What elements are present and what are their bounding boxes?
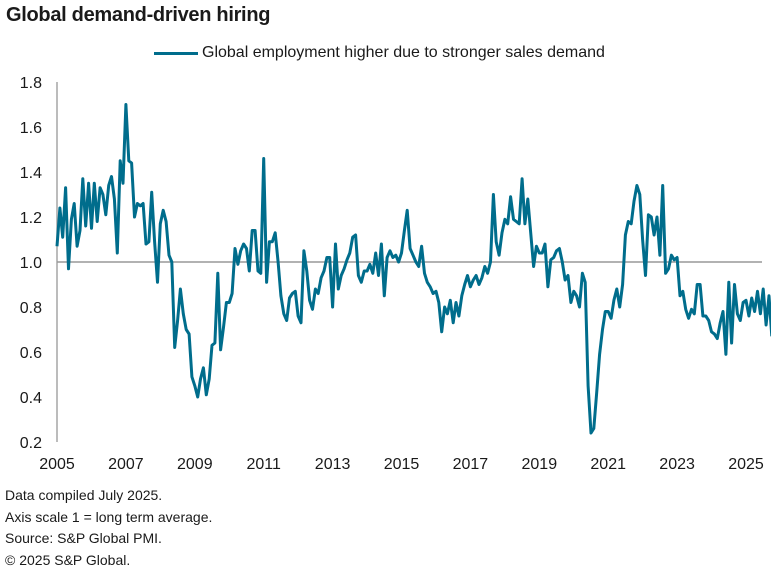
x-tick-label: 2019 [522,456,558,470]
x-axis-ticks: 2005 2007 2009 2011 2013 2015 2017 2019 2021 2023… [39,456,764,470]
y-tick-label: 0.4 [20,390,42,407]
x-tick-label: 2005 [39,456,75,470]
y-tick-label: 1.8 [20,75,42,92]
x-tick-label: 2025 [728,456,764,470]
chart-title: Global demand-driven hiring [6,4,271,26]
x-tick-label: 2015 [384,456,420,470]
series-line-global-employment [55,103,771,435]
footnote-axis-scale: Axis scale 1 = long term average. [5,509,213,525]
x-tick-label: 2023 [659,456,695,470]
footnote-data-compiled: Data compiled July 2025. [5,487,163,503]
x-tick-label: 2021 [590,456,626,470]
x-tick-label: 2013 [315,456,351,470]
footnote-source: Source: S&P Global PMI. [5,530,162,546]
x-tick-label: 2017 [453,456,489,470]
y-tick-label: 0.2 [20,435,42,452]
y-axis-ticks: 1.8 1.6 1.4 1.2 1.0 0.8 0.6 0.4 0.2 [20,75,42,452]
line-chart: 1.8 1.6 1.4 1.2 1.0 0.8 0.6 0.4 0.2 2005 2007 2009… [20,75,771,470]
legend-label: Global employment higher due to stronger… [202,44,605,61]
legend-swatch [154,51,198,55]
footnote-copyright: © 2025 S&P Global. [5,552,131,568]
x-tick-label: 2009 [177,456,213,470]
y-tick-label: 1.6 [20,120,42,137]
y-tick-label: 0.6 [20,345,42,362]
y-tick-label: 1.0 [20,255,42,272]
x-tick-label: 2011 [246,456,281,470]
legend: Global employment higher due to stronger… [154,44,605,62]
y-tick-label: 0.8 [20,300,42,317]
y-tick-label: 1.4 [20,165,42,182]
y-tick-label: 1.2 [20,210,42,227]
x-tick-label: 2007 [108,456,144,470]
